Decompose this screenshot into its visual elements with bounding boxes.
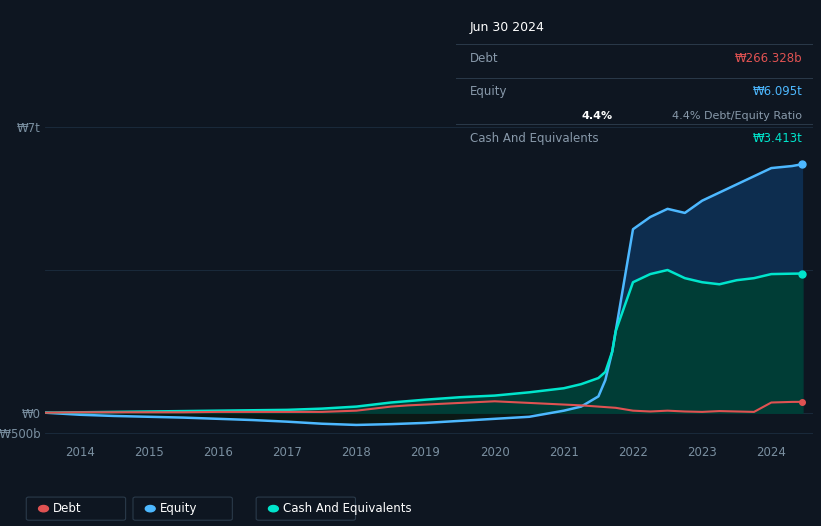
Text: Cash And Equivalents: Cash And Equivalents [470, 132, 599, 145]
Text: Debt: Debt [470, 52, 498, 65]
Text: Cash And Equivalents: Cash And Equivalents [283, 502, 412, 515]
Text: ₩266.328b: ₩266.328b [735, 52, 802, 65]
Text: Equity: Equity [160, 502, 198, 515]
Text: ₩6.095t: ₩6.095t [752, 85, 802, 98]
Text: Equity: Equity [470, 85, 507, 98]
Text: ₩3.413t: ₩3.413t [752, 132, 802, 145]
Text: 4.4% Debt/Equity Ratio: 4.4% Debt/Equity Ratio [672, 111, 802, 121]
Text: Jun 30 2024: Jun 30 2024 [470, 21, 545, 34]
Text: 4.4%: 4.4% [581, 111, 612, 121]
Text: Debt: Debt [53, 502, 82, 515]
